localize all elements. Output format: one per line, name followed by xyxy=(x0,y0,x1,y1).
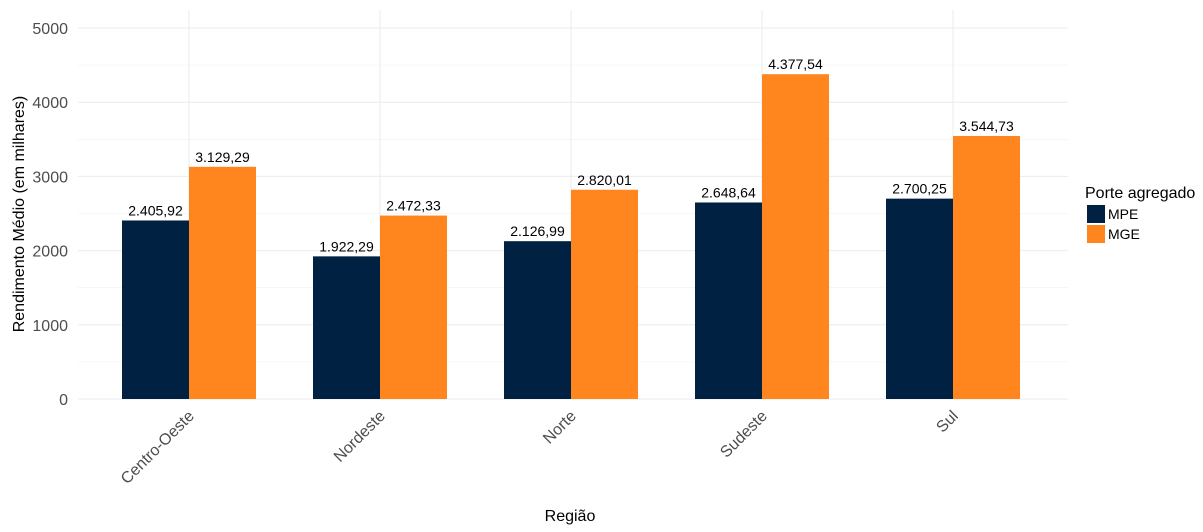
bar-value-label: 2.648,64 xyxy=(701,184,756,200)
y-tick-label: 5000 xyxy=(32,21,68,38)
bar-mge xyxy=(953,135,1020,400)
x-tick-label: Norte xyxy=(540,408,580,448)
y-tick-label: 4000 xyxy=(32,95,68,112)
x-tick-label: Centro-Oeste xyxy=(118,408,198,488)
y-axis-title: Rendimento Médio (em milhares) xyxy=(11,96,28,333)
x-tick-label: Nordeste xyxy=(331,408,389,466)
x-tick-label: Sudeste xyxy=(717,408,771,462)
data-labels-layer: 2.405,92 3.129,29 1.922,29 2.472,33 2.126,99… xyxy=(128,56,1014,254)
bar-value-label: 2.126,99 xyxy=(510,223,565,239)
y-tick-label: 3000 xyxy=(32,169,68,186)
bar-value-label: 3.544,73 xyxy=(959,118,1014,134)
legend-items: MPE MGE xyxy=(1087,205,1140,243)
bar-mpe xyxy=(695,202,762,399)
bars-layer xyxy=(122,74,1020,400)
legend-key-mpe xyxy=(1087,205,1105,223)
bar-mpe xyxy=(504,241,571,399)
legend-title: Porte agregado xyxy=(1085,185,1195,202)
y-tick-label: 0 xyxy=(59,392,68,409)
bar-value-label: 3.129,29 xyxy=(195,149,250,165)
bar-mpe xyxy=(313,256,380,399)
bar-value-label: 2.472,33 xyxy=(386,198,441,214)
bar-mge xyxy=(380,215,447,399)
y-tick-label: 2000 xyxy=(32,244,68,261)
bar-mge xyxy=(762,74,829,400)
bar-mge xyxy=(571,189,638,399)
bar-mpe xyxy=(122,220,189,399)
bar-mpe xyxy=(886,198,953,399)
bar-value-label: 2.405,92 xyxy=(128,202,183,218)
x-axis: Centro-Oeste Nordeste Norte Sudeste Sul xyxy=(118,408,962,488)
legend-key-mge xyxy=(1087,225,1105,243)
legend: Porte agregado MPE MGE xyxy=(1085,185,1195,243)
bar-value-label: 2.700,25 xyxy=(892,181,947,197)
legend-label-mge: MGE xyxy=(1108,226,1140,242)
y-tick-label: 1000 xyxy=(32,318,68,335)
x-tick-label: Sul xyxy=(933,408,961,436)
legend-label-mpe: MPE xyxy=(1108,206,1138,222)
bar-mge xyxy=(189,166,256,399)
y-axis: 0 1000 2000 3000 4000 5000 xyxy=(32,21,68,409)
bar-value-label: 2.820,01 xyxy=(577,172,632,188)
x-axis-title: Região xyxy=(545,508,596,525)
bar-value-label: 1.922,29 xyxy=(319,238,374,254)
bar-value-label: 4.377,54 xyxy=(768,56,823,72)
